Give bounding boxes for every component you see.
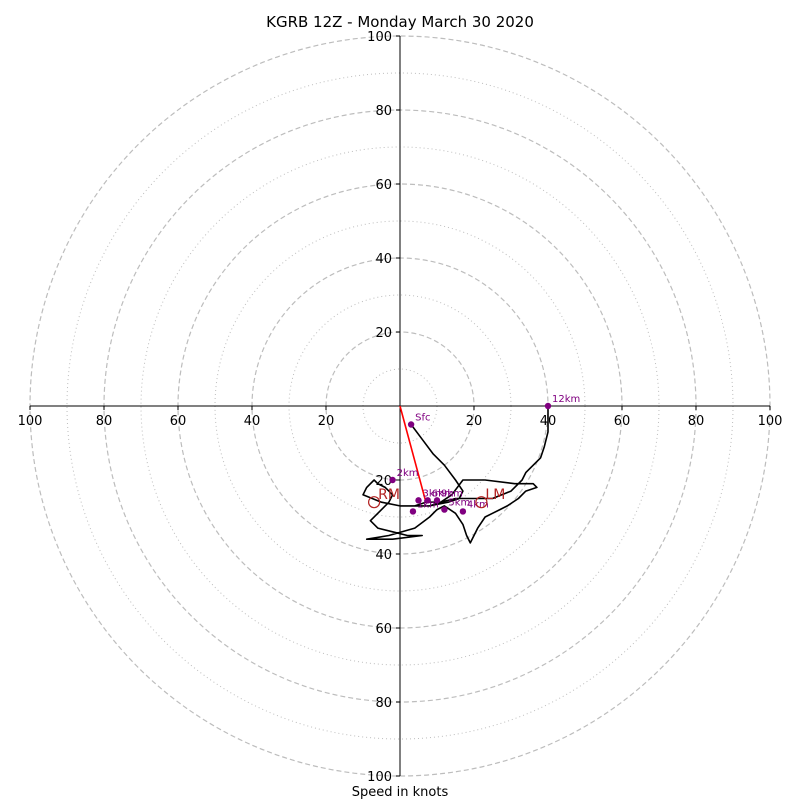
- shear-vector: [399, 405, 427, 503]
- storm-motion-label-rm: RM: [378, 487, 400, 503]
- height-marker-9km: [433, 497, 441, 504]
- height-marker-Sfc: [407, 421, 415, 428]
- height-marker-1km: [409, 508, 417, 515]
- height-label-6km: 6km: [432, 488, 454, 499]
- height-label-2km: 2km: [397, 468, 419, 479]
- y-tick-label: 40: [375, 548, 392, 563]
- height-label-3km: 3km: [423, 488, 445, 499]
- height-marker-12km: [544, 402, 552, 410]
- height-label-9km: 9km: [441, 488, 463, 499]
- y-tick-label: 100: [367, 770, 392, 785]
- x-tick-label: 100: [758, 414, 783, 429]
- height-label-Sfc: Sfc: [415, 413, 430, 424]
- y-tick-label: 60: [375, 622, 392, 637]
- x-tick-label: 20: [466, 414, 483, 429]
- storm-motion-marker-rm: [368, 496, 381, 509]
- x-tick-label: 60: [170, 414, 187, 429]
- x-tick-label: 100: [18, 414, 43, 429]
- height-label-12km: 12km: [552, 394, 580, 405]
- x-tick-label: 60: [614, 414, 631, 429]
- y-tick-label: 40: [375, 252, 392, 267]
- height-marker-5km: [441, 506, 448, 513]
- x-tick-label: 80: [688, 414, 705, 429]
- chart-title: KGRB 12Z - Monday March 30 2020: [266, 13, 534, 31]
- height-label-1km: 1km: [417, 499, 439, 510]
- storm-motion-marker-lm: [475, 496, 488, 509]
- height-marker-4km: [459, 508, 467, 515]
- y-tick-label: 100: [367, 30, 392, 45]
- y-tick-label: 20: [375, 326, 392, 341]
- x-axis-label: Speed in knots: [352, 785, 449, 800]
- hodograph-trace-layer: [362, 405, 549, 544]
- storm-motion-label-lm: LM: [485, 487, 505, 503]
- height-marker-2km: [389, 476, 396, 484]
- height-label-5km: 5km: [448, 498, 470, 509]
- height-marker-3km: [415, 497, 422, 504]
- tick-labels: 100 80 60 40 20 20 40 60 80 100100806040202040608…: [18, 30, 783, 785]
- height-marker-6km: [424, 497, 431, 504]
- y-tick-label: 60: [375, 178, 392, 193]
- hodograph-trace: [362, 406, 549, 544]
- x-tick-label: 20: [318, 414, 335, 429]
- y-tick-label: 80: [375, 104, 392, 119]
- height-label-4km: 4km: [467, 499, 489, 510]
- y-tick-label: 80: [375, 696, 392, 711]
- x-tick-label: 80: [96, 414, 113, 429]
- storm-motion-layer: RM LM: [368, 487, 505, 509]
- x-tick-label: 40: [244, 414, 261, 429]
